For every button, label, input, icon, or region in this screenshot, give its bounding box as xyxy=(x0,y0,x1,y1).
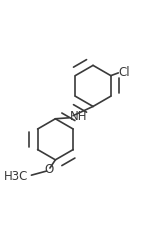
Text: Cl: Cl xyxy=(119,66,130,79)
Text: NH: NH xyxy=(70,110,87,123)
Text: H3C: H3C xyxy=(4,170,29,183)
Text: O: O xyxy=(44,163,53,176)
